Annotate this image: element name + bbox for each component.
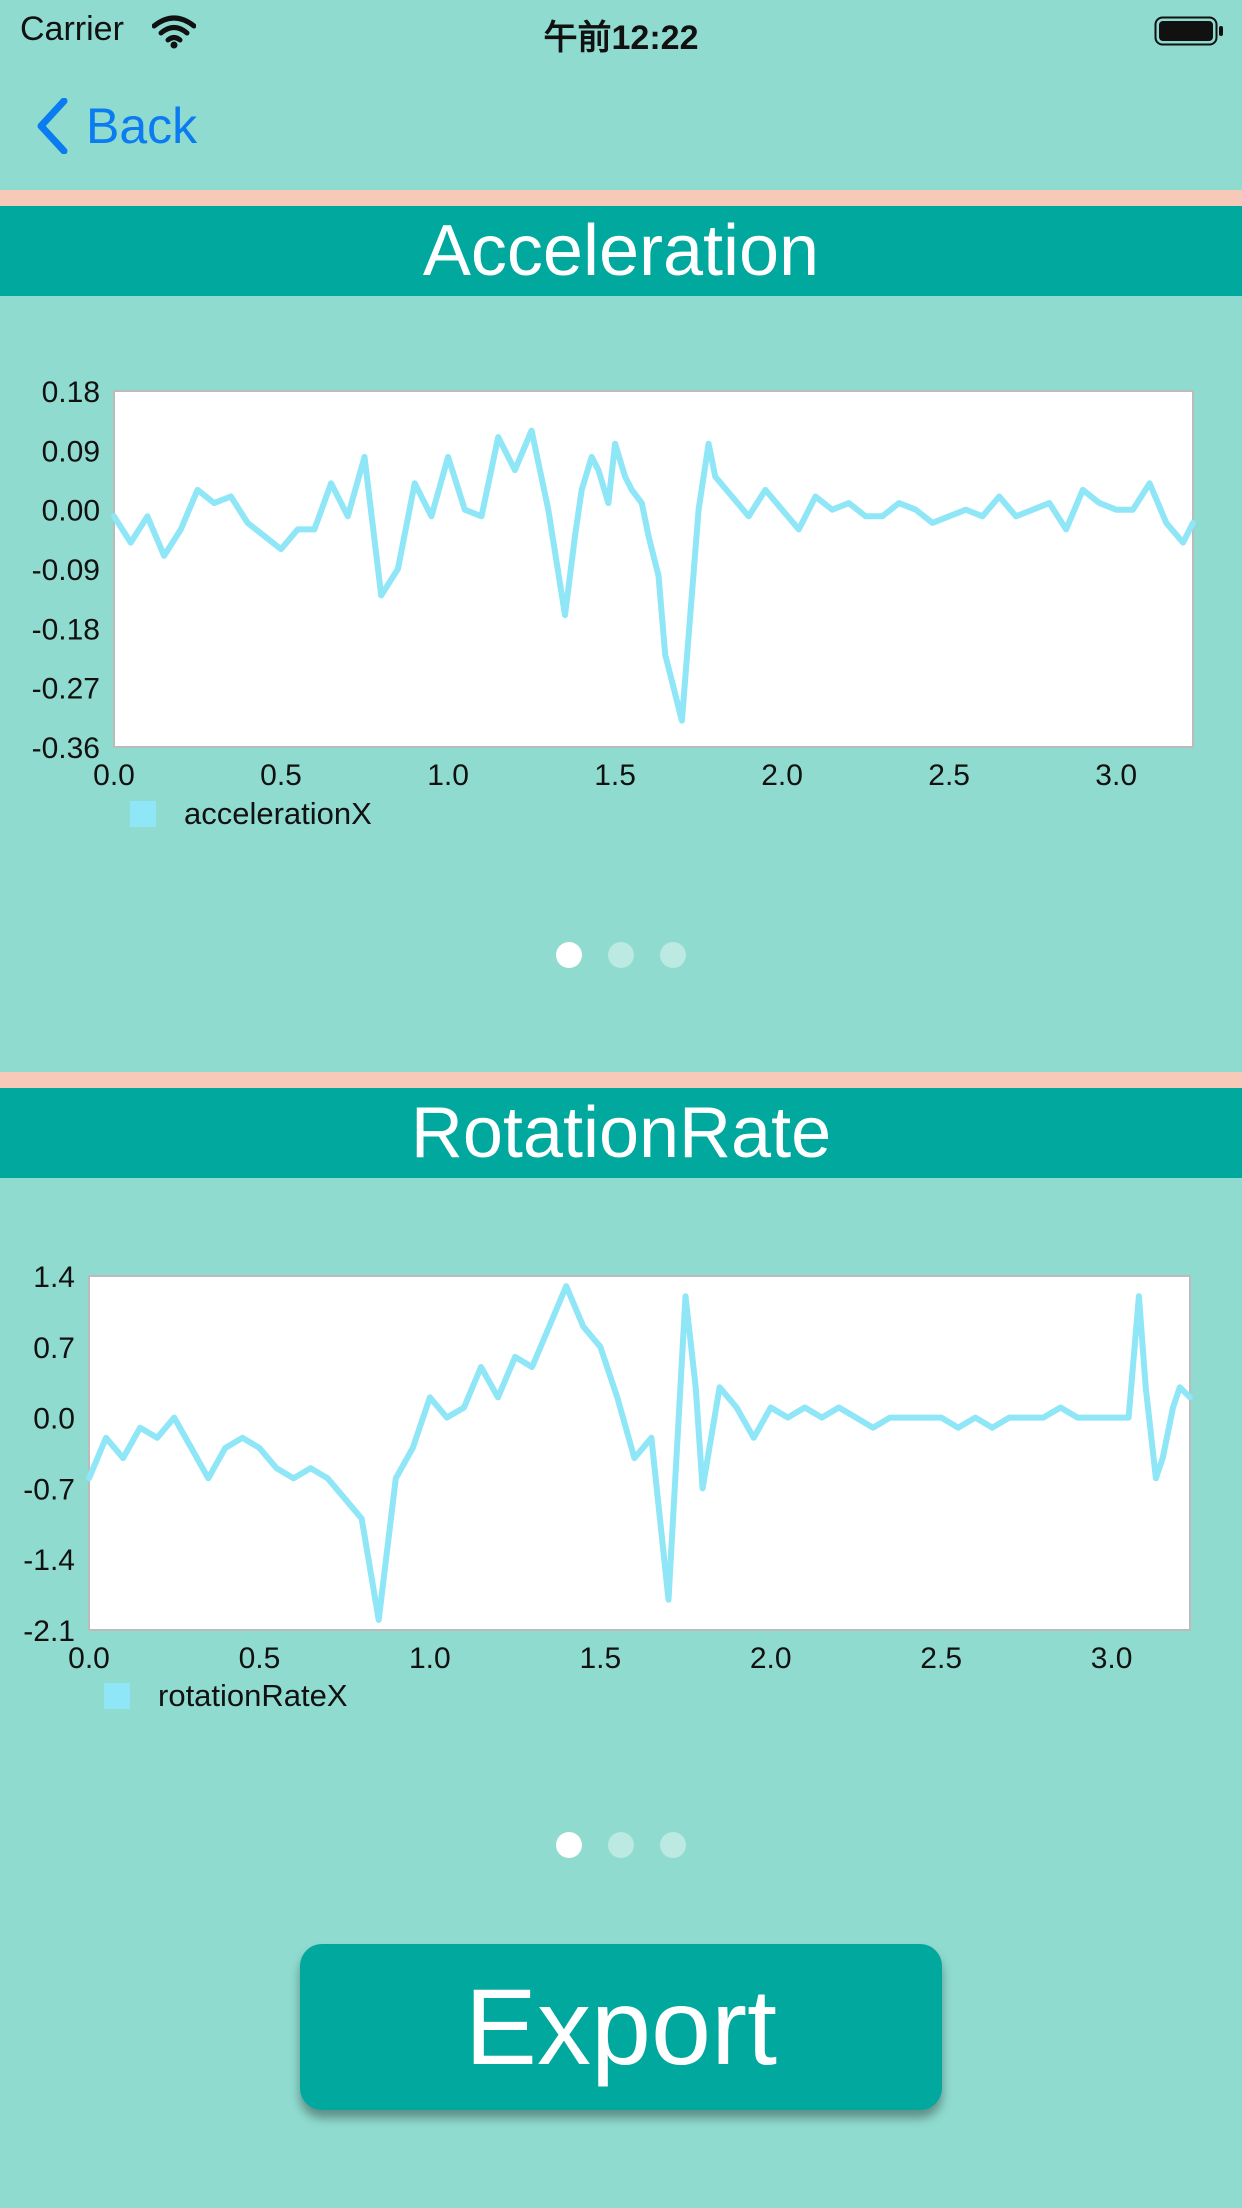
back-label: Back [86,98,198,154]
plot-area [113,390,1194,748]
x-tick-label: 1.0 [427,759,469,792]
carrier-label: Carrier [20,10,124,48]
page-indicator[interactable] [0,1832,1242,1862]
y-tick-label: 1.4 [33,1261,75,1294]
series-line [86,1283,1193,1623]
y-tick-label: -0.09 [32,554,100,587]
series-line [111,427,1196,724]
acceleration-header: Acceleration [0,206,1242,296]
page-dot[interactable] [556,942,582,968]
y-tick-label: -1.4 [23,1544,75,1577]
page-dot[interactable] [660,1832,686,1858]
acceleration-chart[interactable]: 0.18 0.09 0.00 -0.09 -0.18 -0.27 -0.360.0 0.5 1.… [0,360,1242,860]
x-tick-label: 2.0 [761,759,803,792]
legend-label: rotationRateX [158,1678,348,1713]
status-time: 午前12:22 [543,19,699,57]
page-dot[interactable] [608,942,634,968]
wifi-icon [152,15,196,49]
x-tick-label: 1.5 [579,1642,621,1675]
export-button[interactable]: Export [300,1944,942,2110]
y-tick-label: 0.09 [42,435,100,468]
legend-label: accelerationX [184,796,372,831]
x-tick-label: 1.5 [594,759,636,792]
y-tick-label: -0.36 [32,732,100,765]
y-tick-label: -0.18 [32,613,100,646]
y-tick-label: -2.1 [23,1615,75,1648]
x-tick-label: 3.0 [1095,759,1137,792]
page-dot[interactable] [556,1832,582,1858]
y-tick-label: 0.0 [33,1403,75,1436]
battery-icon [1154,16,1223,46]
page-dot[interactable] [660,942,686,968]
y-tick-label: 0.00 [42,495,100,528]
legend-swatch [104,1683,130,1709]
x-tick-label: 3.0 [1091,1642,1133,1675]
x-tick-label: 0.5 [260,759,302,792]
legend-swatch [130,801,156,827]
x-tick-label: 0.5 [239,1642,281,1675]
y-tick-label: 0.18 [42,376,100,409]
x-tick-label: 2.5 [928,759,970,792]
page-indicator[interactable] [0,942,1242,972]
rotation-rate-header: RotationRate [0,1088,1242,1178]
section-divider [0,1072,1242,1088]
x-tick-label: 2.0 [750,1642,792,1675]
x-tick-label: 0.0 [68,1642,110,1675]
y-tick-label: -0.27 [32,673,100,706]
x-tick-label: 1.0 [409,1642,451,1675]
section-divider [0,190,1242,206]
x-tick-label: 0.0 [93,759,135,792]
page-dot[interactable] [608,1832,634,1858]
x-tick-label: 2.5 [920,1642,962,1675]
rotation-rate-chart[interactable]: 1.40.70.0-0.7-1.4-2.10.0 0.5 1.0 1.5 2.0 2.5 3… [0,1240,1242,1740]
back-button[interactable]: Back [36,96,197,156]
y-tick-label: 0.7 [33,1332,75,1365]
chevron-left-icon [37,98,68,154]
y-tick-label: -0.7 [23,1473,75,1506]
